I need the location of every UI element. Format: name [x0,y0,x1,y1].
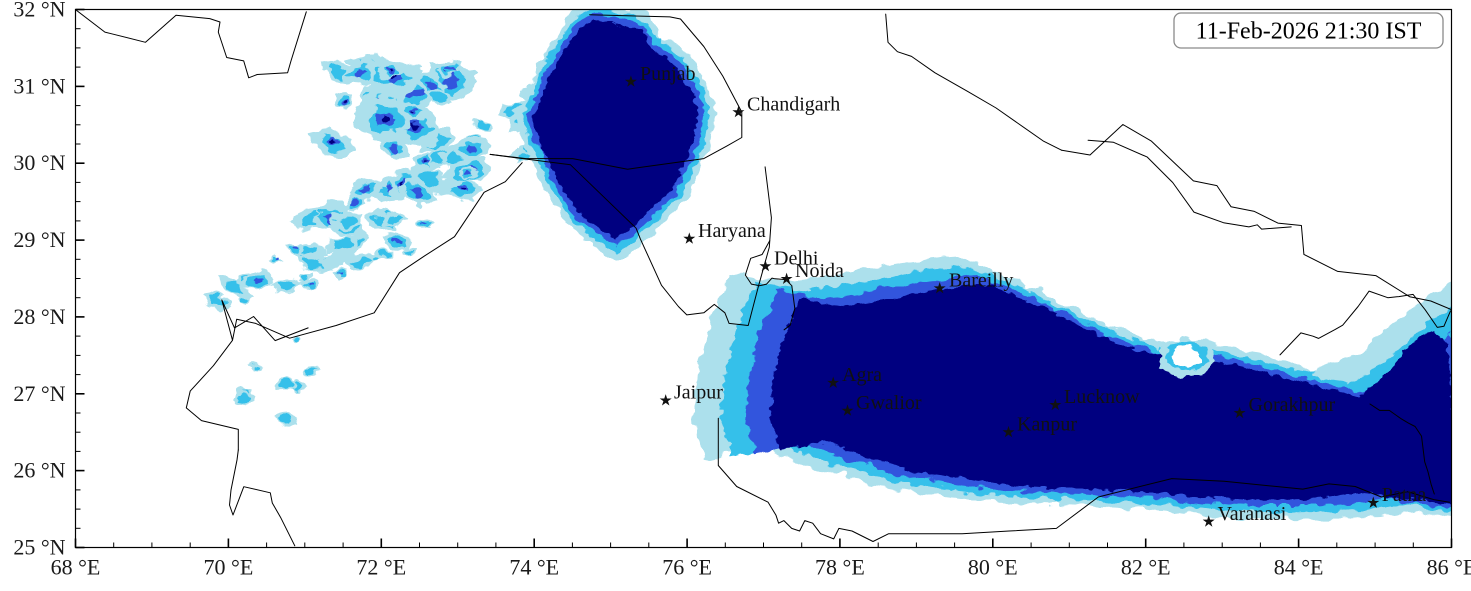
svg-text:31 °N: 31 °N [13,73,65,98]
svg-text:27 °N: 27 °N [13,381,65,406]
svg-text:Noida: Noida [795,260,844,282]
svg-text:Agra: Agra [842,364,882,386]
svg-text:Lucknow: Lucknow [1064,386,1140,408]
svg-text:74 °E: 74 °E [509,555,559,580]
svg-text:82 °E: 82 °E [1121,555,1171,580]
svg-text:78 °E: 78 °E [815,555,865,580]
svg-text:Gwalior: Gwalior [856,392,922,414]
svg-text:32 °N: 32 °N [13,0,65,22]
svg-text:84 °E: 84 °E [1274,555,1324,580]
svg-text:Kanpur: Kanpur [1017,414,1077,436]
svg-text:Bareilly: Bareilly [949,270,1013,292]
svg-text:29 °N: 29 °N [13,227,65,252]
svg-text:80 °E: 80 °E [968,555,1018,580]
svg-text:86 °E: 86 °E [1427,555,1471,580]
svg-text:11-Feb-2026 21:30 IST: 11-Feb-2026 21:30 IST [1196,19,1422,45]
svg-text:Chandigarh: Chandigarh [747,94,840,116]
svg-text:Haryana: Haryana [698,220,766,242]
svg-text:76 °E: 76 °E [662,555,712,580]
svg-text:Punjab: Punjab [640,63,696,85]
svg-text:Jaipur: Jaipur [674,382,723,404]
svg-text:72 °E: 72 °E [356,555,406,580]
svg-text:Gorakhpur: Gorakhpur [1249,394,1336,416]
svg-text:26 °N: 26 °N [13,458,65,483]
svg-text:70 °E: 70 °E [204,555,254,580]
svg-text:28 °N: 28 °N [13,304,65,329]
svg-text:Patna: Patna [1382,484,1427,506]
svg-text:Varanasi: Varanasi [1218,503,1287,525]
svg-text:25 °N: 25 °N [13,535,65,560]
svg-text:30 °N: 30 °N [13,150,65,175]
